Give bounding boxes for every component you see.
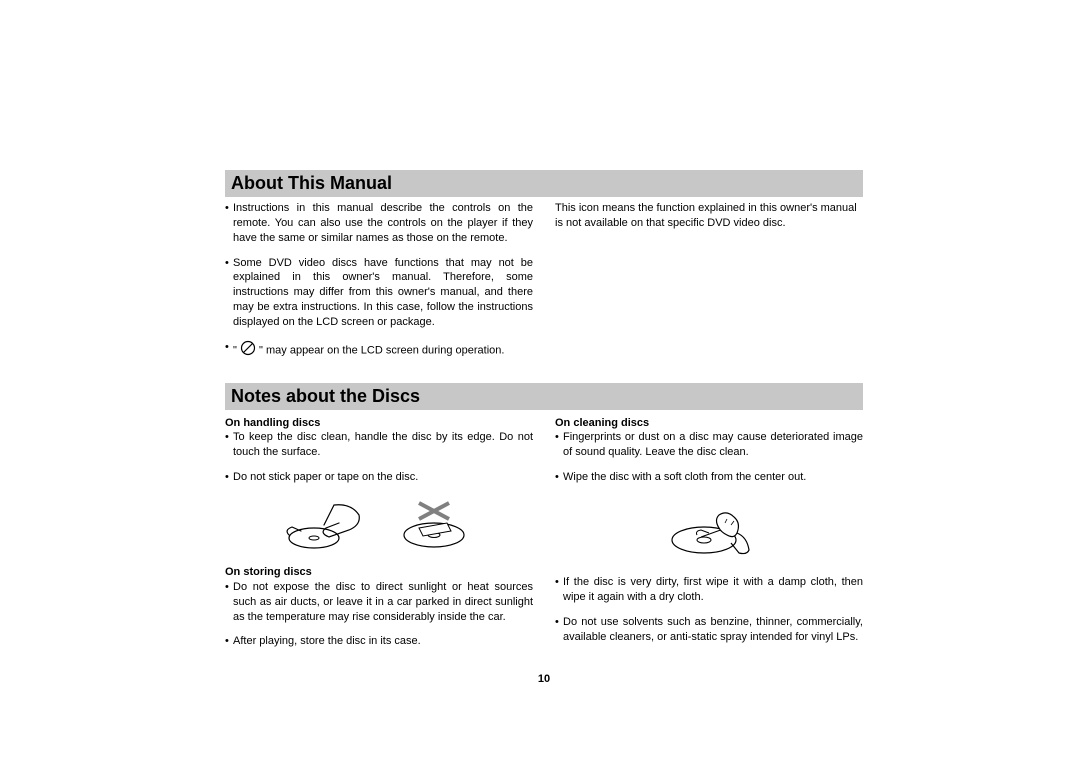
bullet-text: After playing, store the disc in its cas… <box>233 634 533 649</box>
bullet-item: • " " may appear on the LCD screen durin… <box>225 340 533 361</box>
bullet-dot: • <box>225 470 233 485</box>
bullet-text: Wipe the disc with a soft cloth from the… <box>563 470 863 485</box>
bullet-dot: • <box>225 256 233 330</box>
notes-right-col: On cleaning discs • Fingerprints or dust… <box>555 414 863 660</box>
bullet-item: • To keep the disc clean, handle the dis… <box>225 430 533 460</box>
bullet-text: Some DVD video discs have functions that… <box>233 256 533 330</box>
subheader-storing: On storing discs <box>225 565 533 580</box>
prohibit-icon <box>240 340 256 361</box>
quote-open: " <box>233 344 237 356</box>
bullet-dot: • <box>225 201 233 246</box>
section-about-manual-body: • Instructions in this manual describe t… <box>225 201 863 371</box>
section-notes-discs-header: Notes about the Discs <box>225 383 863 410</box>
bullet-text: " " may appear on the LCD screen during … <box>233 340 533 361</box>
icon-explanation: This icon means the function explained i… <box>555 201 863 231</box>
manual-page: About This Manual • Instructions in this… <box>225 170 863 685</box>
bullet-item: • Some DVD video discs have functions th… <box>225 256 533 330</box>
bullet-text: Fingerprints or dust on a disc may cause… <box>563 430 863 460</box>
bullet-item: • Wipe the disc with a soft cloth from t… <box>555 470 863 485</box>
subheader-cleaning: On cleaning discs <box>555 416 863 431</box>
bullet-item: • Instructions in this manual describe t… <box>225 201 533 246</box>
handling-illustrations <box>225 495 533 555</box>
bullet-item: • If the disc is very dirty, first wipe … <box>555 575 863 605</box>
bullet-dot: • <box>225 430 233 460</box>
bullet-text: Do not stick paper or tape on the disc. <box>233 470 533 485</box>
disc-no-tape-icon <box>389 495 479 555</box>
disc-hold-edge-icon <box>279 495 369 555</box>
bullet-item: • Fingerprints or dust on a disc may cau… <box>555 430 863 460</box>
bullet-dot: • <box>225 580 233 625</box>
about-manual-left-col: • Instructions in this manual describe t… <box>225 201 533 371</box>
bullet-dot: • <box>555 575 563 605</box>
bullet-item: • Do not expose the disc to direct sunli… <box>225 580 533 625</box>
cleaning-illustration <box>555 495 863 565</box>
notes-left-col: On handling discs • To keep the disc cle… <box>225 414 533 660</box>
bullet-dot: • <box>225 634 233 649</box>
bullet-dot: • <box>225 340 233 361</box>
bullet-dot: • <box>555 430 563 460</box>
section-notes-discs-body: On handling discs • To keep the disc cle… <box>225 414 863 660</box>
bullet-text: If the disc is very dirty, first wipe it… <box>563 575 863 605</box>
bullet-dot: • <box>555 615 563 645</box>
subheader-handling: On handling discs <box>225 416 533 431</box>
bullet-text: To keep the disc clean, handle the disc … <box>233 430 533 460</box>
bullet-item: • Do not use solvents such as benzine, t… <box>555 615 863 645</box>
disc-wipe-icon <box>659 495 759 565</box>
page-number: 10 <box>225 673 863 685</box>
bullet-item: • Do not stick paper or tape on the disc… <box>225 470 533 485</box>
bullet-dot: • <box>555 470 563 485</box>
quote-close: " may appear on the LCD screen during op… <box>259 344 504 356</box>
section-about-manual-header: About This Manual <box>225 170 863 197</box>
bullet-text: Do not expose the disc to direct sunligh… <box>233 580 533 625</box>
bullet-text: Do not use solvents such as benzine, thi… <box>563 615 863 645</box>
bullet-text: Instructions in this manual describe the… <box>233 201 533 246</box>
about-manual-right-col: This icon means the function explained i… <box>555 201 863 371</box>
bullet-item: • After playing, store the disc in its c… <box>225 634 533 649</box>
